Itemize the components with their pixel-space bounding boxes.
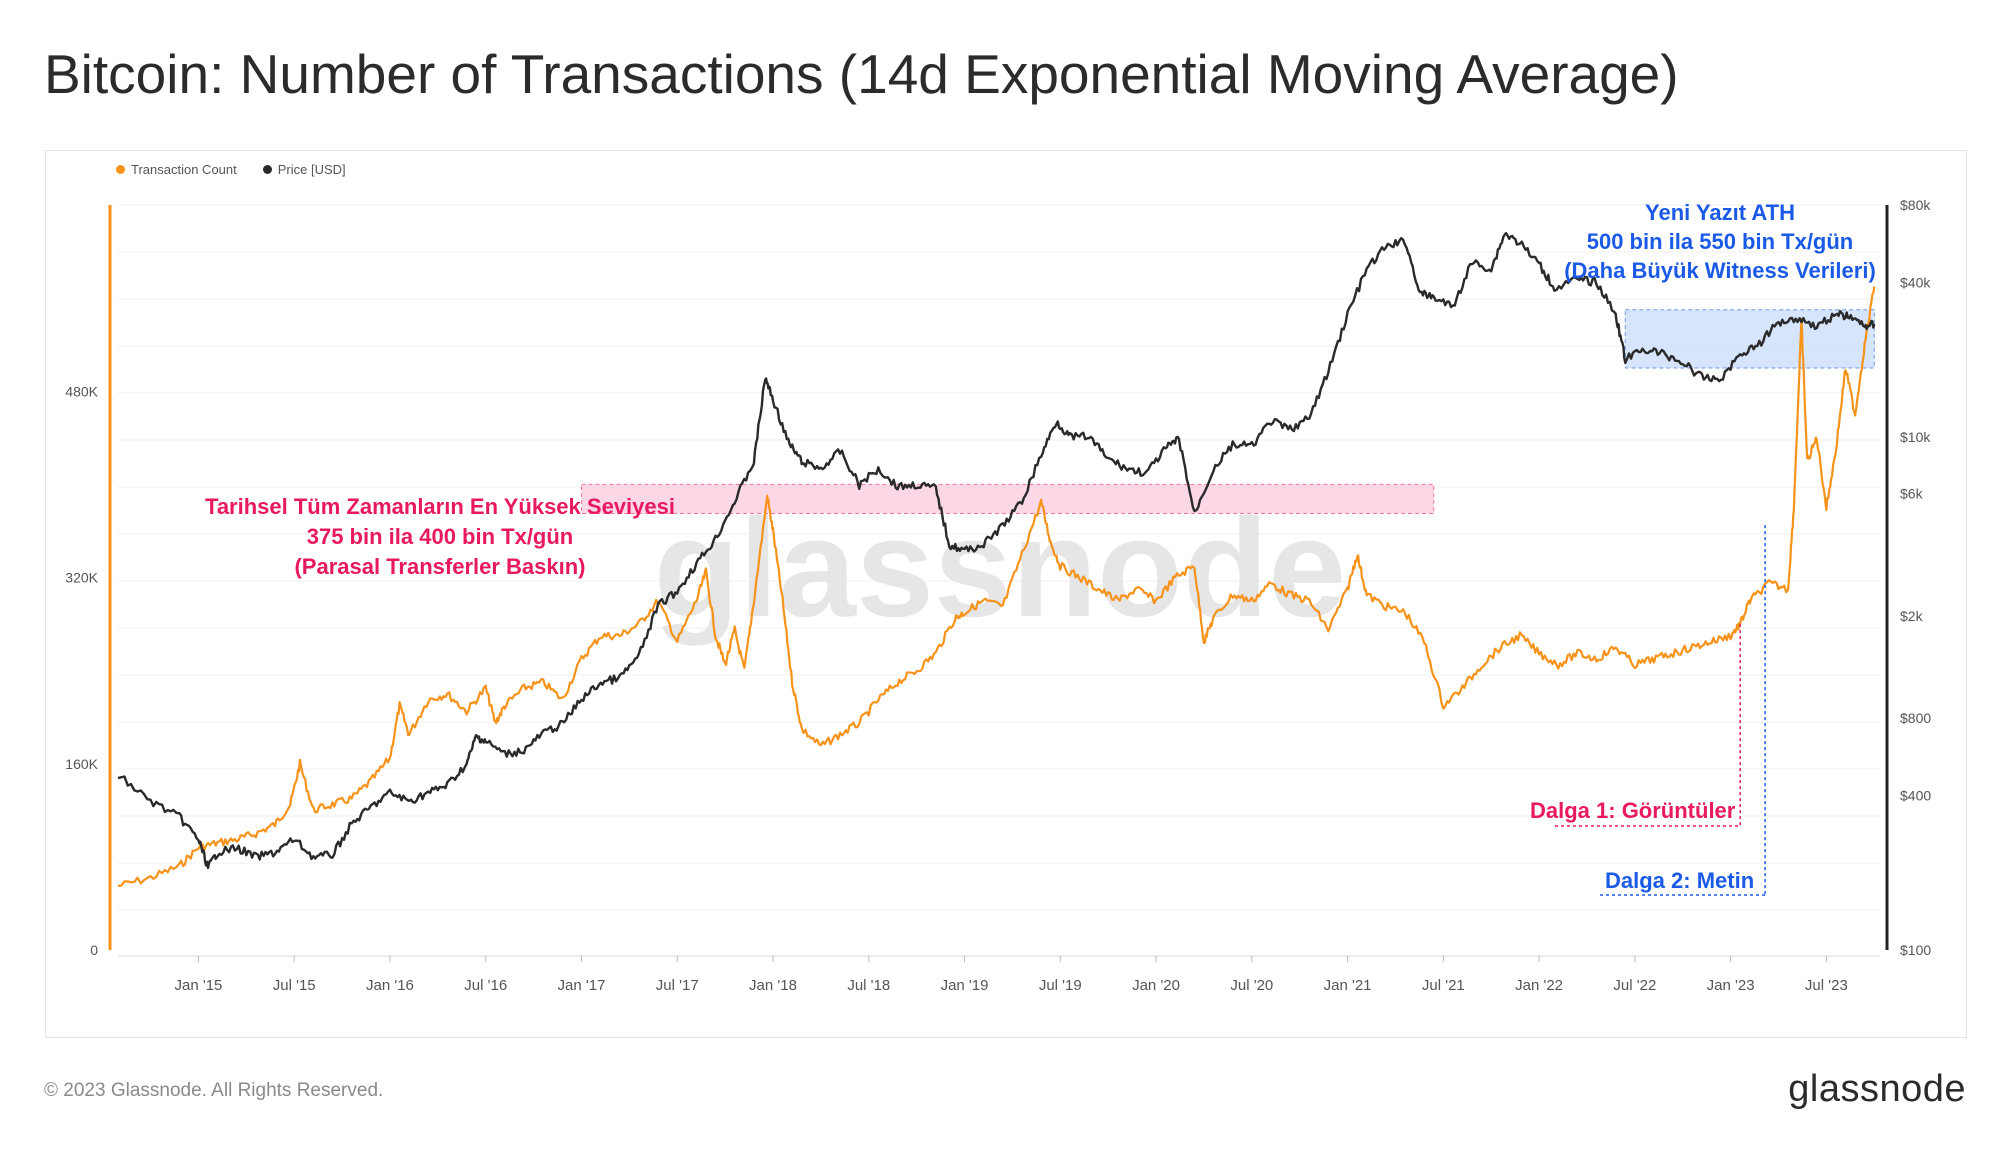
x-tick-label: Jul '18 — [847, 977, 890, 994]
annotation-line: 500 bin ila 550 bin Tx/gün — [1586, 229, 1854, 254]
price-line — [117, 232, 1876, 870]
x-tick-label: Jan '22 — [1515, 977, 1563, 994]
x-tick-label: Jan '23 — [1707, 977, 1755, 994]
right-tick-label: $100 — [1900, 942, 1931, 958]
right-tick-label: $80k — [1900, 197, 1931, 213]
transaction-count-line — [117, 286, 1876, 887]
watermark: glassnode — [654, 489, 1346, 646]
x-tick-label: Jan '15 — [174, 977, 222, 994]
x-tick-label: Jan '16 — [366, 977, 414, 994]
x-tick-label: Jul '15 — [273, 977, 316, 994]
right-tick-label: $800 — [1900, 710, 1931, 726]
x-tick-label: Jan '18 — [749, 977, 797, 994]
series — [117, 232, 1876, 887]
axes: 0 160K 320K 480K $100 $400 $800 $2k $6k $10k $40k $… — [65, 197, 1931, 994]
page-title: Bitcoin: Number of Transactions (14d Exp… — [44, 43, 1679, 105]
left-tick-label: 160K — [65, 756, 98, 772]
chart-panel — [45, 150, 1967, 1038]
x-tick-label: Jul '22 — [1613, 977, 1656, 994]
left-tick-label: 0 — [90, 942, 98, 958]
legend-dot-black-icon — [262, 165, 272, 174]
right-tick-label: $40k — [1900, 274, 1931, 290]
brand-logo: glassnode — [1788, 1068, 1966, 1110]
x-tick-label: Jul '20 — [1230, 977, 1273, 994]
x-tick-label: Jan '20 — [1132, 977, 1180, 994]
highlight-band — [580, 483, 1435, 514]
copyright: © 2023 Glassnode. All Rights Reserved. — [44, 1080, 384, 1101]
x-tick-label: Jan '21 — [1324, 977, 1372, 994]
annotation-line: Yeni Yazıt ATH — [1645, 200, 1795, 225]
x-tick-label: Jul '21 — [1422, 977, 1465, 994]
annotation-wave-2: Dalga 2: Metin — [1605, 868, 1755, 893]
x-tick-label: Jan '19 — [941, 977, 989, 994]
annotation-line: 375 bin ila 400 bin Tx/gün — [306, 524, 574, 549]
highlight-band — [1624, 309, 1875, 369]
highlight-bands — [580, 309, 1875, 514]
right-tick-label: $2k — [1900, 608, 1924, 624]
x-tick-label: Jul '19 — [1039, 977, 1082, 994]
annotation-line: (Daha Büyük Witness Verileri) — [1564, 258, 1876, 283]
annotation-line: (Parasal Transferler Baskın) — [294, 554, 586, 579]
right-tick-label: $6k — [1900, 486, 1924, 502]
annotation-wave-1: Dalga 1: Görüntüler — [1530, 798, 1736, 823]
x-tick-label: Jul '16 — [464, 977, 507, 994]
x-tick-label: Jul '17 — [656, 977, 699, 994]
left-tick-label: 480K — [65, 383, 98, 399]
annotation-new-ath: Yeni Yazıt ATH 500 bin ila 550 bin Tx/gü… — [1520, 198, 1920, 285]
annotation-historical-ath: Tarihsel Tüm Zamanların En Yüksek Seviye… — [170, 492, 710, 582]
x-tick-label: Jul '23 — [1805, 977, 1848, 994]
legend: Transaction Count Price [USD] — [116, 162, 346, 177]
wave-markers — [1555, 525, 1766, 896]
right-tick-label: $400 — [1900, 787, 1931, 803]
left-tick-label: 320K — [65, 570, 98, 586]
legend-label: Transaction Count — [131, 162, 237, 177]
annotation-line: Tarihsel Tüm Zamanların En Yüksek Seviye… — [205, 494, 675, 519]
right-tick-label: $10k — [1900, 429, 1931, 445]
legend-item-transaction-count[interactable]: Transaction Count — [116, 162, 237, 177]
legend-dot-orange-icon — [116, 165, 125, 174]
x-tick-label: Jan '17 — [558, 977, 606, 994]
legend-item-price[interactable]: Price [USD] — [262, 162, 346, 177]
legend-label: Price [USD] — [277, 162, 346, 177]
